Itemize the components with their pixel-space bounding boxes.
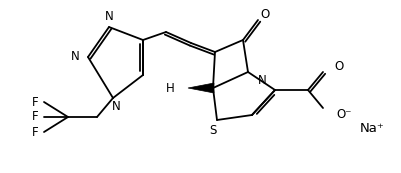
Text: F: F — [32, 125, 39, 139]
Text: O: O — [260, 7, 269, 20]
Text: F: F — [32, 95, 39, 108]
Text: Na⁺: Na⁺ — [359, 121, 383, 134]
Text: N: N — [257, 74, 266, 86]
Text: N: N — [71, 51, 80, 63]
Text: N: N — [111, 101, 120, 113]
Text: O⁻: O⁻ — [335, 107, 350, 121]
Text: N: N — [104, 11, 113, 24]
Text: S: S — [209, 124, 216, 136]
Text: H: H — [166, 81, 174, 94]
Text: F: F — [32, 111, 39, 124]
Polygon shape — [188, 83, 213, 93]
Text: O: O — [333, 60, 342, 72]
